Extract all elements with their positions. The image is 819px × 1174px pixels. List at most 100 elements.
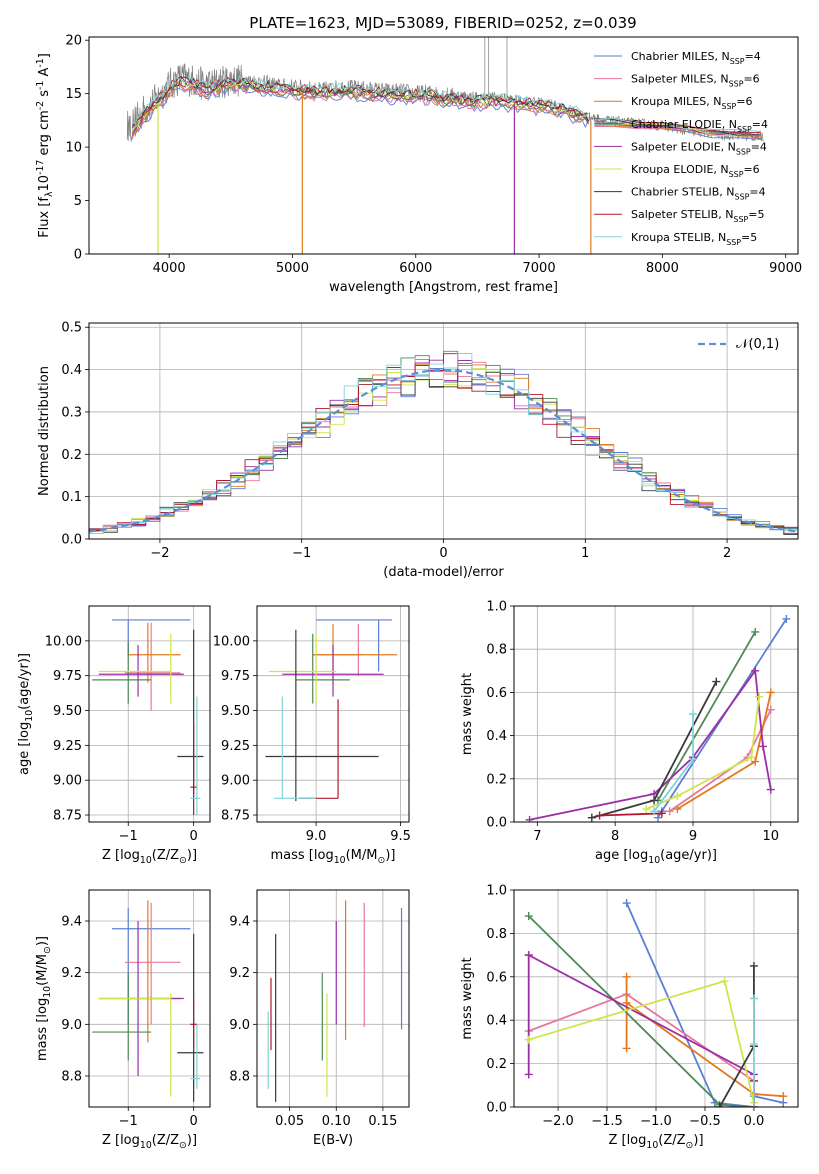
plot-area <box>257 606 409 822</box>
axes-frame <box>88 605 211 823</box>
y-tick-label: 0.8 <box>486 927 507 942</box>
weight-point-marker <box>525 815 534 822</box>
y-tick-label: 0.8 <box>486 643 507 658</box>
y-tick-label: 9.0 <box>61 1018 82 1033</box>
model-spectrum <box>131 79 589 133</box>
y-tick-label: 0.6 <box>486 686 507 701</box>
weight-point-marker <box>747 753 756 762</box>
x-tick-label: 9 <box>689 829 697 844</box>
weight-point-marker <box>653 813 662 822</box>
plot-area <box>89 890 210 1107</box>
y-tick-label: 9.25 <box>221 739 250 754</box>
weight-point-marker <box>751 666 760 675</box>
weight-point-marker <box>755 692 764 701</box>
x-axis-label: wavelength [Angstrom, rest frame] <box>329 280 558 295</box>
weight-point-marker <box>749 961 758 970</box>
x-tick-label: 0 <box>190 829 198 844</box>
axes-spectrum: 4000 5000 6000 7000 8000 9000 0 5 10 15 20 waveleng… <box>35 34 802 295</box>
axes-frame <box>256 605 410 823</box>
x-axis-label: Z [log10(Z/Z⊙)] <box>102 848 197 866</box>
x-tick-label: 8 <box>611 829 619 844</box>
y-tick-label: 0.2 <box>486 772 507 787</box>
axes-mass-vs-EBV: 0.05 0.10 0.15 8.8 9.0 9.2 9.4 E(B-V) <box>229 889 410 1148</box>
y-tick-label: 8.75 <box>53 809 82 824</box>
x-tick-label: 0 <box>190 1114 198 1129</box>
weight-point-marker <box>650 796 659 805</box>
x-tick-label: 9.5 <box>390 829 411 844</box>
weight-point-marker <box>782 614 791 623</box>
weight-point-marker <box>712 677 721 686</box>
weight-point-marker <box>779 1092 788 1101</box>
normal-reference-curve <box>89 368 798 533</box>
weight-point-marker <box>673 792 682 801</box>
weight-point-marker <box>766 688 775 697</box>
x-tick-label: 0.0 <box>744 1114 765 1129</box>
x-axis-label: E(B-V) <box>313 1133 353 1148</box>
model-spectrum <box>131 79 589 132</box>
axes-weight-vs-Z: −2.0 −1.5 −1.0 −0.5 0.0 0.0 0.2 0.4 0.6 0.8 1.0 Z [… <box>460 884 799 1151</box>
weight-point-marker <box>673 805 682 814</box>
x-tick-label: 9000 <box>769 261 802 276</box>
weight-series-line <box>527 953 755 1107</box>
legend-entry: Salpeter MILES, NSSP=6 <box>631 73 760 89</box>
axes-frame <box>513 605 799 823</box>
x-tick-label: 6000 <box>399 261 432 276</box>
y-tick-label: 20 <box>65 34 82 49</box>
y-tick-label: 15 <box>65 87 82 102</box>
plot-area <box>126 37 764 254</box>
weight-point-marker <box>595 811 604 820</box>
y-tick-label: 9.75 <box>53 669 82 684</box>
y-tick-label: 8.75 <box>221 809 250 824</box>
y-tick-label: 9.2 <box>61 966 82 981</box>
weight-series-line <box>718 966 755 1107</box>
x-tick-label: 10 <box>762 829 779 844</box>
weight-point-marker <box>688 755 697 764</box>
plot-area <box>257 890 409 1107</box>
x-tick-label: 4000 <box>153 261 186 276</box>
weight-point-marker <box>642 805 651 814</box>
weight-point-marker <box>720 977 729 986</box>
model-spectrum-red <box>594 123 762 140</box>
x-axis-label: mass [log10(M/M⊙)] <box>271 848 396 866</box>
x-axis-label: Z [log10(Z/Z⊙)] <box>608 1133 703 1151</box>
y-tick-label: 9.50 <box>53 704 82 719</box>
weight-point-marker <box>758 742 767 751</box>
y-tick-label: 9.50 <box>221 704 250 719</box>
y-tick-label: 0.6 <box>486 970 507 985</box>
y-axis-label: mass [log10(M/M⊙)] <box>35 936 53 1061</box>
model-spectrum-red <box>594 117 762 132</box>
x-tick-label: 7000 <box>523 261 556 276</box>
x-tick-label: 0.15 <box>368 1114 397 1129</box>
y-tick-label: 8.8 <box>229 1070 250 1085</box>
axes-mass-vs-Z: −1 0 8.8 9.0 9.2 9.4 Z [log10(Z/Z⊙)] mass [log1… <box>35 889 211 1151</box>
weight-point-marker <box>751 627 760 636</box>
x-tick-label: −1 <box>119 829 138 844</box>
weight-point-marker <box>524 951 533 960</box>
weight-series-line <box>529 668 772 821</box>
y-tick-label: 1.0 <box>486 600 507 615</box>
y-tick-label: 0.3 <box>61 405 82 420</box>
axes-residuals: −2 −1 0 1 2 0.0 0.1 0.2 0.3 0.4 0.5 (data-model)/er… <box>37 321 799 580</box>
y-axis-label: Normed distribution <box>37 366 52 496</box>
y-tick-label: 0.5 <box>61 321 82 336</box>
x-tick-label: 2 <box>723 546 731 561</box>
weight-series-line <box>657 631 756 801</box>
model-spectrum <box>131 74 589 126</box>
legend-entry: Kroupa STELIB, NSSP=5 <box>631 231 757 247</box>
x-tick-label: −2 <box>150 546 169 561</box>
weight-point-marker <box>524 912 533 921</box>
weight-series-line <box>528 993 755 1107</box>
axes-frame <box>88 322 799 540</box>
y-tick-label: 0.0 <box>61 533 82 548</box>
y-axis-label: age [log10(age/yr)] <box>17 653 35 775</box>
weight-series-line <box>528 915 754 1107</box>
y-axis-label: Flux [fλ10-17 erg cm-2 s-1 A-1] <box>35 53 55 238</box>
y-tick-label: 9.75 <box>221 669 250 684</box>
weight-point-marker <box>622 1044 631 1053</box>
legend-entry: Kroupa MILES, NSSP=6 <box>631 95 752 111</box>
weight-point-marker <box>657 809 666 818</box>
y-tick-label: 0.0 <box>486 1101 507 1116</box>
weight-point-marker <box>766 785 775 794</box>
x-tick-label: 1 <box>581 546 589 561</box>
